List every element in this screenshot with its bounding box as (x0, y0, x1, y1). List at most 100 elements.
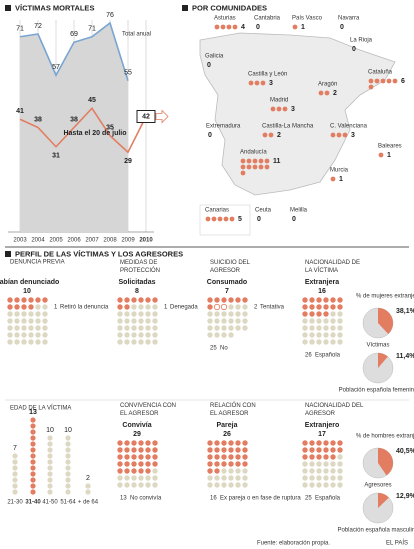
region-dots (205, 216, 235, 222)
dot (42, 304, 48, 310)
panel-heading: SUICIDIO DEL AGRESOR (210, 260, 251, 274)
dot-group (117, 440, 158, 474)
dot (7, 311, 13, 317)
dot (221, 325, 227, 331)
section-marker (182, 5, 188, 11)
sub-label: Retiró la denuncia (60, 305, 109, 311)
dot (207, 332, 213, 338)
dot (337, 475, 343, 481)
dot (260, 80, 266, 86)
dot (302, 468, 308, 474)
sub-label: Tentativa (260, 305, 285, 311)
dot (131, 318, 137, 324)
pie-label: Población española femenina (339, 388, 414, 394)
x-tick-label: 2004 (31, 238, 45, 244)
dot (309, 461, 315, 467)
dot (145, 447, 151, 453)
dot (235, 447, 241, 453)
panel-label: Habían denunciado (0, 279, 59, 286)
dot (242, 454, 248, 460)
dot (302, 440, 308, 446)
dot (337, 311, 343, 317)
dot (14, 311, 20, 317)
dot (228, 475, 234, 481)
dot (47, 453, 53, 459)
dot (337, 482, 343, 488)
rest-label: Ex pareja o en fase de ruptura (220, 496, 301, 502)
dot (316, 311, 322, 317)
dot (220, 24, 226, 30)
dot (138, 461, 144, 467)
dot (242, 482, 248, 488)
dot (145, 482, 151, 488)
dot (323, 311, 329, 317)
dot (316, 447, 322, 453)
dot (12, 459, 18, 465)
dot (330, 311, 336, 317)
dot (145, 475, 151, 481)
region-value: 0 (207, 62, 211, 69)
region-name: Cantabria (254, 16, 281, 22)
dot (337, 468, 343, 474)
dot (336, 132, 342, 138)
dot (221, 332, 227, 338)
dot (145, 468, 151, 474)
dot (28, 304, 34, 310)
region-name: La Rioja (350, 38, 373, 44)
highlight-box (136, 110, 156, 123)
dot (323, 318, 329, 324)
dot (131, 304, 137, 310)
age-label: 31-40 (25, 500, 41, 506)
dot (316, 468, 322, 474)
dot (207, 447, 213, 453)
panel-heading: MEDIDAS DE PROTECCIÓN (120, 260, 160, 274)
dot (242, 440, 248, 446)
dot (228, 447, 234, 453)
dot (232, 24, 238, 30)
dot (85, 489, 91, 495)
dot (235, 318, 241, 324)
dot (207, 311, 213, 317)
dot (242, 325, 248, 331)
dot (392, 78, 398, 84)
value-label: 38 (70, 116, 78, 123)
region-value: 0 (256, 24, 260, 31)
dot (14, 332, 20, 338)
dot (145, 440, 151, 446)
dot (131, 475, 137, 481)
region-dots (248, 80, 266, 86)
dot (152, 461, 158, 467)
dot (138, 440, 144, 446)
dot (131, 332, 137, 338)
dot (152, 475, 158, 481)
dot (124, 297, 130, 303)
region-name: Cataluña (368, 70, 393, 76)
region-value: 0 (292, 216, 296, 223)
dot (42, 318, 48, 324)
dot (28, 339, 34, 345)
dot (138, 475, 144, 481)
dot (145, 318, 151, 324)
dot (117, 339, 123, 345)
dot (229, 216, 235, 222)
map-outline (199, 32, 396, 196)
dot-group (302, 297, 343, 317)
dot (242, 447, 248, 453)
dot (35, 297, 41, 303)
dot (152, 339, 158, 345)
dot (309, 318, 315, 324)
dot (323, 304, 329, 310)
panel-label: Extranjero (305, 422, 340, 429)
dot (7, 297, 13, 303)
region-dots (318, 90, 330, 96)
dot (207, 482, 213, 488)
dot (138, 482, 144, 488)
dot (207, 325, 213, 331)
dot (276, 106, 282, 112)
dot (30, 471, 36, 477)
dot (47, 441, 53, 447)
dot (65, 483, 71, 489)
dot (235, 325, 241, 331)
dot (337, 461, 343, 467)
region-dots (270, 106, 288, 112)
